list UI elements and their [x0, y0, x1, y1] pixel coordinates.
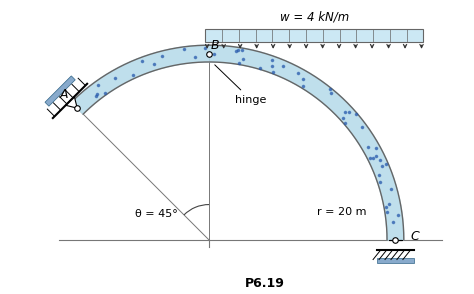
Point	[280, 63, 287, 68]
Text: θ = 45°: θ = 45°	[136, 209, 178, 219]
Point	[101, 91, 109, 96]
Point	[238, 48, 246, 53]
Point	[326, 87, 334, 91]
Polygon shape	[71, 45, 404, 240]
Point	[372, 146, 380, 151]
Point	[394, 213, 401, 218]
Point	[210, 51, 218, 56]
Polygon shape	[65, 96, 77, 108]
Text: A: A	[59, 88, 68, 101]
Point	[373, 154, 380, 158]
Polygon shape	[205, 29, 423, 42]
Point	[232, 49, 239, 54]
Point	[235, 61, 242, 65]
Point	[129, 72, 137, 77]
Point	[138, 58, 146, 63]
Text: r = 20 m: r = 20 m	[317, 207, 367, 217]
Point	[385, 201, 393, 206]
Text: w = 4 kN/m: w = 4 kN/m	[280, 11, 349, 24]
Point	[375, 173, 383, 177]
Point	[111, 76, 118, 81]
Point	[383, 209, 391, 214]
Point	[268, 64, 276, 68]
Point	[328, 91, 335, 95]
Point	[341, 110, 349, 114]
Point	[364, 144, 372, 149]
Point	[268, 57, 276, 62]
Point	[376, 158, 383, 163]
Point	[369, 156, 377, 161]
Point	[93, 92, 101, 97]
Point	[387, 187, 394, 192]
Polygon shape	[45, 76, 75, 106]
Point	[299, 84, 306, 88]
Text: B: B	[211, 39, 219, 52]
Point	[92, 94, 100, 98]
Text: C: C	[410, 230, 419, 243]
Text: hinge: hinge	[215, 65, 266, 105]
Point	[341, 121, 348, 126]
Point	[201, 46, 209, 50]
Point	[383, 162, 390, 167]
Point	[358, 125, 366, 129]
Point	[269, 69, 276, 74]
Point	[346, 110, 353, 115]
Text: P6.19: P6.19	[245, 277, 285, 290]
Point	[158, 54, 166, 59]
Polygon shape	[377, 258, 414, 263]
Point	[352, 112, 360, 116]
Point	[94, 83, 102, 88]
Point	[234, 48, 242, 53]
Point	[239, 56, 246, 61]
Point	[256, 66, 264, 70]
Point	[151, 62, 158, 67]
Point	[299, 77, 306, 82]
Point	[339, 116, 347, 121]
Point	[191, 54, 199, 59]
Point	[378, 164, 385, 168]
Point	[389, 219, 397, 224]
Point	[366, 156, 374, 161]
Point	[383, 205, 390, 210]
Point	[180, 46, 188, 51]
Point	[295, 71, 302, 75]
Point	[376, 180, 384, 184]
